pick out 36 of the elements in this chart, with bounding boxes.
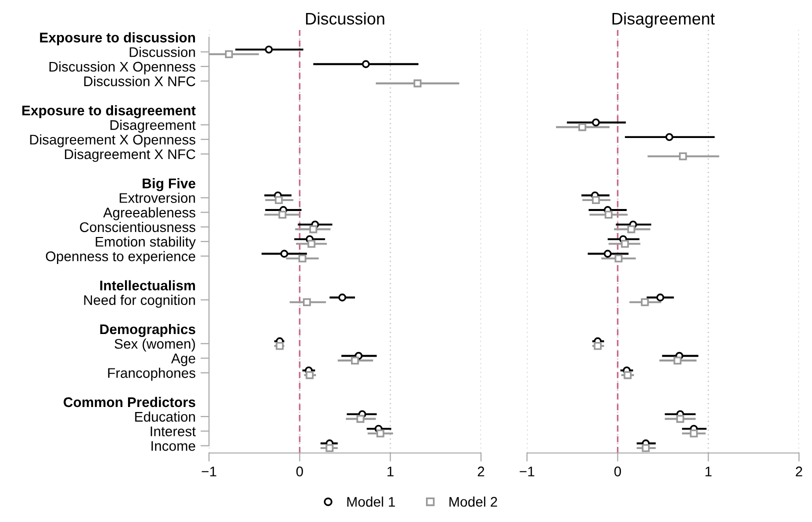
y-tick-label: Agreeableness — [103, 207, 196, 220]
y-tick-label: Exposure to discussion — [40, 32, 195, 46]
y-tick-label: Interest — [150, 426, 196, 436]
y-tick-label: Exposure to disagreement — [22, 105, 196, 118]
legend-label: Model 1 — [347, 496, 395, 507]
x-tick-label: 0 — [614, 466, 621, 476]
y-tick-label: Discussion X Openness — [50, 61, 196, 74]
x-tick-label: −1 — [520, 466, 534, 476]
chart-title: Discussion — [306, 12, 384, 25]
y-tick-label: Education — [135, 412, 195, 422]
y-tick-label: Disagreement X Openness — [30, 134, 196, 148]
x-tick-label: 1 — [706, 466, 712, 476]
y-tick-label: Sex (women) — [114, 338, 195, 352]
y-tick-label: Discussion X NFC — [84, 76, 196, 86]
x-tick-label: 2 — [796, 466, 802, 476]
x-tick-label: 0 — [296, 466, 303, 476]
y-tick-label: Emotion stability — [96, 236, 196, 250]
y-tick-label: Need for cognition — [84, 294, 195, 308]
y-tick-label: Openness to experience — [46, 251, 196, 264]
legend-label: Model 2 — [450, 496, 498, 507]
chart-title: Disagreement — [612, 12, 715, 28]
y-tick-label: Disagreement X NFC — [64, 148, 196, 162]
y-tick-label: Income — [152, 441, 196, 451]
y-tick-label: Conscientiousness — [80, 222, 196, 232]
x-tick-label: −1 — [202, 466, 216, 476]
y-tick-label: Disagreement — [110, 120, 196, 133]
x-tick-label: 1 — [388, 466, 394, 476]
y-tick-label: Big Five — [142, 178, 196, 192]
y-tick-label: Age — [171, 354, 196, 366]
y-tick-label: Discussion — [130, 46, 195, 58]
y-tick-label: Demographics — [100, 324, 196, 337]
x-tick-label: 2 — [478, 466, 484, 476]
y-tick-label: Intellectualism — [100, 280, 195, 290]
y-tick-label: Francophones — [108, 368, 196, 381]
y-tick-label: Common Predictors — [64, 396, 196, 408]
y-tick-label: Extroversion — [120, 192, 195, 203]
